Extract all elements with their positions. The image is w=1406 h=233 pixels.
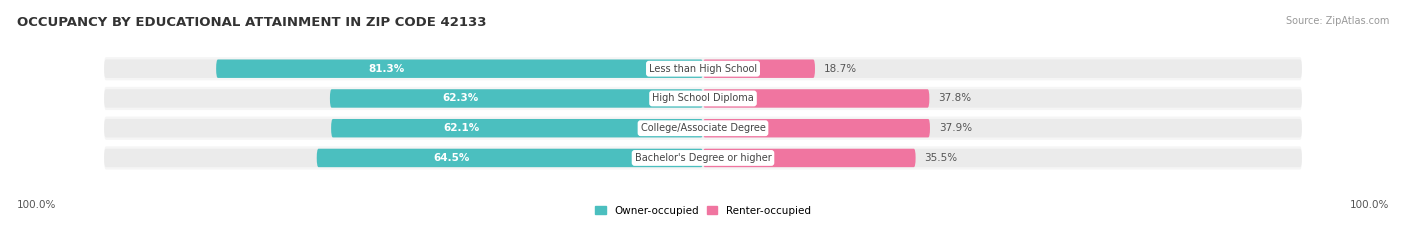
- FancyBboxPatch shape: [104, 146, 1302, 170]
- Text: 18.7%: 18.7%: [824, 64, 858, 74]
- Legend: Owner-occupied, Renter-occupied: Owner-occupied, Renter-occupied: [595, 206, 811, 216]
- Text: OCCUPANCY BY EDUCATIONAL ATTAINMENT IN ZIP CODE 42133: OCCUPANCY BY EDUCATIONAL ATTAINMENT IN Z…: [17, 16, 486, 29]
- Text: Less than High School: Less than High School: [650, 64, 756, 74]
- Text: High School Diploma: High School Diploma: [652, 93, 754, 103]
- FancyBboxPatch shape: [703, 149, 915, 167]
- FancyBboxPatch shape: [104, 57, 1302, 80]
- Text: 62.3%: 62.3%: [443, 93, 478, 103]
- FancyBboxPatch shape: [330, 89, 703, 108]
- Text: 100.0%: 100.0%: [17, 200, 56, 210]
- Text: College/Associate Degree: College/Associate Degree: [641, 123, 765, 133]
- Text: 35.5%: 35.5%: [925, 153, 957, 163]
- FancyBboxPatch shape: [703, 59, 815, 78]
- FancyBboxPatch shape: [332, 119, 703, 137]
- FancyBboxPatch shape: [217, 59, 703, 78]
- FancyBboxPatch shape: [104, 59, 1302, 78]
- FancyBboxPatch shape: [703, 119, 929, 137]
- FancyBboxPatch shape: [104, 119, 1302, 137]
- FancyBboxPatch shape: [104, 89, 1302, 108]
- Text: 62.1%: 62.1%: [443, 123, 479, 133]
- Text: Source: ZipAtlas.com: Source: ZipAtlas.com: [1285, 16, 1389, 26]
- Text: 37.8%: 37.8%: [938, 93, 972, 103]
- FancyBboxPatch shape: [104, 116, 1302, 140]
- Text: 37.9%: 37.9%: [939, 123, 972, 133]
- Text: 64.5%: 64.5%: [433, 153, 470, 163]
- Text: 81.3%: 81.3%: [368, 64, 405, 74]
- Text: 100.0%: 100.0%: [1350, 200, 1389, 210]
- FancyBboxPatch shape: [703, 89, 929, 108]
- Text: Bachelor's Degree or higher: Bachelor's Degree or higher: [634, 153, 772, 163]
- FancyBboxPatch shape: [104, 149, 1302, 167]
- FancyBboxPatch shape: [316, 149, 703, 167]
- FancyBboxPatch shape: [104, 87, 1302, 110]
